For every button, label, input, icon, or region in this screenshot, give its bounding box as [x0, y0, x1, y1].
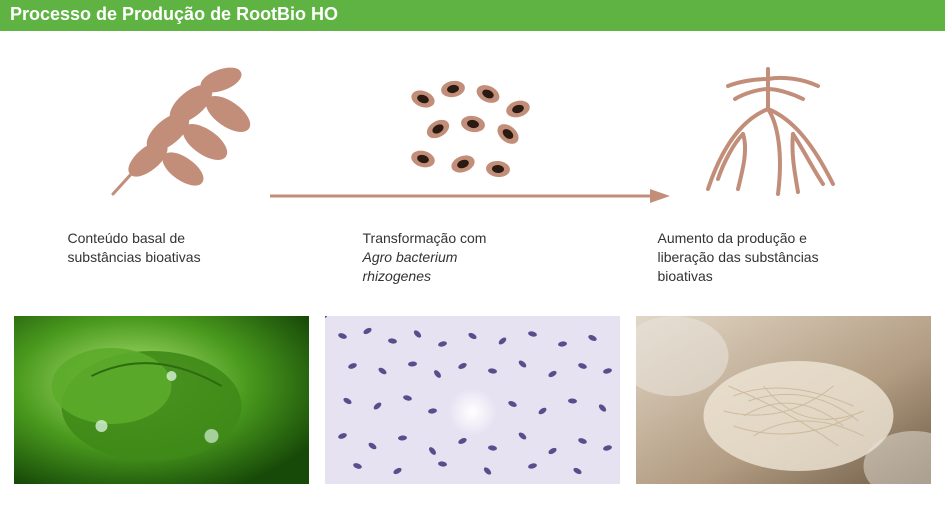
step-roots-caption: Aumento da produção e liberação das subs… — [658, 229, 878, 286]
caption-line: Aumento da produção e — [658, 230, 807, 246]
caption-line: substâncias bioativas — [68, 249, 201, 265]
title-bar: Processo de Produção de RootBio HO — [0, 0, 945, 31]
bacteria-micro-photo — [325, 316, 620, 484]
leaf-branch-icon — [93, 59, 263, 209]
caption-italic-line: rhizogenes — [363, 268, 432, 284]
root-system-icon — [683, 59, 853, 209]
process-arrow — [270, 186, 670, 206]
page-title: Processo de Produção de RootBio HO — [10, 4, 338, 24]
caption-line: Transformação com — [363, 230, 487, 246]
caption-line: bioativas — [658, 268, 713, 284]
step-leaf: Conteúdo basal de substâncias bioativas — [38, 59, 318, 267]
step-bacteria-caption: Transformação com Agro bacterium rhizoge… — [363, 229, 583, 286]
basil-leaf-photo — [14, 316, 309, 484]
step-leaf-caption: Conteúdo basal de substâncias bioativas — [68, 229, 288, 267]
caption-line: Conteúdo basal de — [68, 230, 186, 246]
hairy-roots-photo — [636, 316, 931, 484]
photo-row — [0, 286, 945, 484]
process-diagram: Conteúdo basal de substâncias bioativas — [0, 31, 945, 286]
caption-italic-line: Agro bacterium — [363, 249, 458, 265]
step-roots: Aumento da produção e liberação das subs… — [628, 59, 908, 286]
caption-line: liberação das substâncias — [658, 249, 819, 265]
step-bacteria: Transformação com Agro bacterium rhizoge… — [333, 59, 613, 286]
